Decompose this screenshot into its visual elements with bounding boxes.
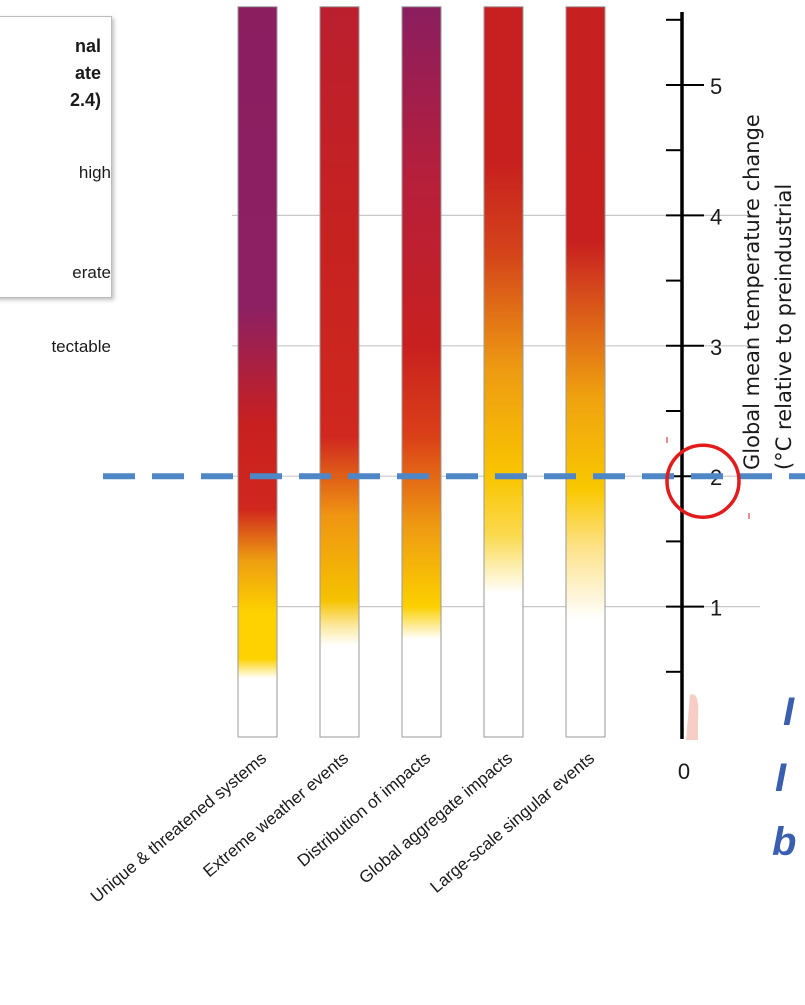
risk-bar-3	[401, 6, 442, 738]
legend-item-undetectable: tectable	[51, 337, 111, 356]
risk-bar-5	[565, 6, 606, 738]
category-label-5: Large-scale singular events	[427, 749, 598, 897]
legend: nal ate 2.4) high erate tectable	[0, 16, 112, 356]
tick-label-5: 5	[710, 74, 722, 99]
tick-label-0: 0	[678, 759, 690, 784]
risk-bar-2	[319, 6, 360, 738]
legend-item-very-high: high	[78, 163, 111, 182]
y-axis-title-line-2: (°C relative to preindustrial	[772, 184, 796, 470]
tick-label-1: 1	[710, 596, 722, 621]
category-label-2: Extreme weather events	[199, 749, 352, 881]
category-label-3: Distribution of impacts	[294, 749, 434, 871]
category-label-1: Unique & threatened systems	[87, 749, 270, 907]
legend-title-line-1: nal	[74, 36, 101, 56]
decorative-patch	[686, 694, 699, 740]
legend-item-moderate: erate	[72, 263, 111, 282]
tick-label-3: 3	[710, 335, 722, 360]
legend-title-line-2: ate	[74, 63, 101, 83]
y-axis-title-line-1: Global mean temperature change	[740, 114, 764, 470]
cutoff-text-1: I	[783, 690, 795, 734]
category-label-4: Global aggregate impacts	[355, 749, 516, 888]
cutoff-text-2: I	[775, 756, 787, 800]
risk-bar-1	[237, 6, 278, 738]
cutoff-text-3: b	[772, 820, 797, 864]
legend-title-line-3: 2.4)	[69, 90, 101, 110]
tick-label-4: 4	[710, 204, 722, 229]
risk-bar-4	[483, 6, 524, 738]
highlight-circle	[665, 443, 741, 519]
